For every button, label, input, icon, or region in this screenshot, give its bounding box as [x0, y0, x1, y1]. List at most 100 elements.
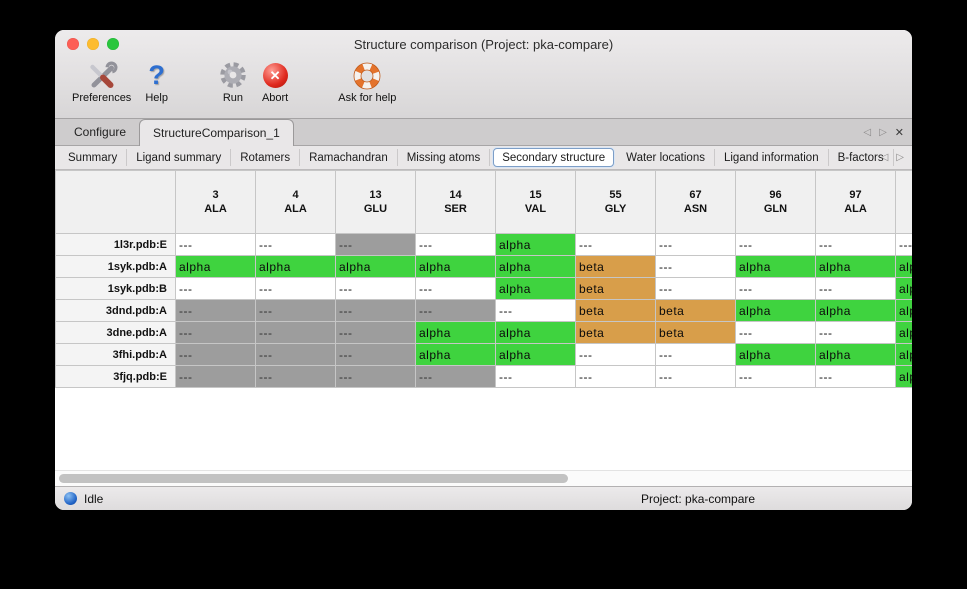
subtab-ligand-information[interactable]: Ligand information — [715, 149, 829, 166]
secondary-structure-cell[interactable]: --- — [655, 255, 736, 278]
secondary-structure-cell[interactable]: --- — [415, 277, 496, 300]
secondary-structure-cell[interactable]: --- — [575, 365, 656, 388]
secondary-structure-cell[interactable]: --- — [175, 321, 256, 344]
secondary-structure-cell[interactable]: alpha — [895, 343, 912, 366]
secondary-structure-cell[interactable]: alpha — [495, 321, 576, 344]
secondary-structure-cell[interactable]: alpha — [495, 343, 576, 366]
toolbar-button-label: Abort — [261, 92, 289, 104]
secondary-structure-cell[interactable]: alpha — [735, 299, 816, 322]
secondary-structure-cell[interactable]: alpha — [895, 299, 912, 322]
secondary-structure-cell[interactable]: beta — [655, 299, 736, 322]
secondary-structure-cell[interactable]: --- — [255, 343, 336, 366]
secondary-structure-cell[interactable]: --- — [335, 299, 416, 322]
toolbar-button-abort[interactable]: ✕ Abort — [255, 59, 295, 104]
secondary-structure-cell[interactable]: alpha — [815, 299, 896, 322]
secondary-structure-cell[interactable]: --- — [735, 233, 816, 256]
tab-scroll-right-icon[interactable]: ▷ — [879, 126, 887, 138]
secondary-structure-cell[interactable]: --- — [335, 277, 416, 300]
subtab-scroll-right-icon[interactable]: ▷ — [896, 152, 904, 163]
secondary-structure-cell[interactable]: beta — [575, 277, 656, 300]
secondary-structure-cell[interactable]: --- — [655, 343, 736, 366]
secondary-structure-cell[interactable]: --- — [175, 365, 256, 388]
secondary-structure-cell[interactable]: beta — [575, 299, 656, 322]
secondary-structure-cell[interactable]: --- — [815, 277, 896, 300]
secondary-structure-cell[interactable]: beta — [575, 321, 656, 344]
secondary-structure-cell[interactable]: --- — [255, 299, 336, 322]
secondary-structure-cell[interactable]: --- — [815, 233, 896, 256]
table-row: 3dnd.pdb:A --- --- --- --- --- beta beta alpha al… — [55, 299, 912, 322]
secondary-structure-cell[interactable]: --- — [175, 343, 256, 366]
secondary-structure-cell[interactable]: --- — [415, 365, 496, 388]
toolbar-button-ask-for-help[interactable]: Ask for help — [331, 59, 403, 104]
subtab-b-factors[interactable]: B-factors — [829, 149, 894, 166]
secondary-structure-cell[interactable]: --- — [735, 277, 816, 300]
secondary-structure-cell[interactable]: beta — [575, 255, 656, 278]
secondary-structure-cell[interactable]: --- — [895, 233, 912, 256]
secondary-structure-cell[interactable]: alpha — [255, 255, 336, 278]
secondary-structure-cell[interactable]: --- — [255, 365, 336, 388]
secondary-structure-cell[interactable]: alpha — [495, 233, 576, 256]
tab-close-icon[interactable]: ✕ — [894, 126, 904, 139]
secondary-structure-cell[interactable]: alpha — [895, 277, 912, 300]
secondary-structure-cell[interactable]: --- — [735, 321, 816, 344]
secondary-structure-cell[interactable]: --- — [655, 233, 736, 256]
subtab-scroll-left-icon[interactable]: ◁ — [880, 152, 889, 163]
subtab-ligand-summary[interactable]: Ligand summary — [127, 149, 232, 166]
secondary-structure-cell[interactable]: --- — [655, 277, 736, 300]
toolbar-button-preferences[interactable]: Preferences — [65, 59, 138, 104]
secondary-structure-cell[interactable]: --- — [335, 233, 416, 256]
secondary-structure-cell[interactable]: --- — [175, 299, 256, 322]
secondary-structure-cell[interactable]: alpha — [335, 255, 416, 278]
minimize-window-button[interactable] — [87, 38, 99, 50]
secondary-structure-cell[interactable]: --- — [255, 321, 336, 344]
subtab-summary[interactable]: Summary — [59, 149, 128, 166]
subtab-rotamers[interactable]: Rotamers — [231, 149, 301, 166]
secondary-structure-cell[interactable]: alpha — [735, 255, 816, 278]
secondary-structure-cell[interactable]: alpha — [415, 255, 496, 278]
secondary-structure-cell[interactable]: alpha — [815, 255, 896, 278]
secondary-structure-cell[interactable]: alpha — [895, 321, 912, 344]
secondary-structure-cell[interactable]: alpha — [175, 255, 256, 278]
secondary-structure-cell[interactable]: --- — [575, 233, 656, 256]
secondary-structure-cell[interactable]: alpha — [495, 277, 576, 300]
secondary-structure-cell[interactable]: alpha — [735, 343, 816, 366]
horizontal-scrollbar[interactable] — [55, 470, 912, 486]
subtab-missing-atoms[interactable]: Missing atoms — [398, 149, 491, 166]
secondary-structure-cell[interactable]: alpha — [895, 255, 912, 278]
secondary-structure-cell[interactable]: --- — [815, 321, 896, 344]
residue-name: GLU — [363, 203, 388, 215]
secondary-structure-cell[interactable]: --- — [335, 343, 416, 366]
close-window-button[interactable] — [67, 38, 79, 50]
secondary-structure-cell[interactable]: --- — [575, 343, 656, 366]
subtab-secondary-structure[interactable]: Secondary structure — [493, 148, 615, 167]
subtab-ramachandran[interactable]: Ramachandran — [300, 149, 398, 166]
toolbar-button-help[interactable]: ? Help — [138, 59, 175, 105]
secondary-structure-cell[interactable]: alpha — [895, 365, 912, 388]
secondary-structure-cell[interactable]: alpha — [495, 255, 576, 278]
secondary-structure-cell[interactable]: --- — [415, 233, 496, 256]
toolbar-button-label: Run — [222, 92, 244, 104]
secondary-structure-cell[interactable]: --- — [175, 277, 256, 300]
secondary-structure-cell[interactable]: --- — [735, 365, 816, 388]
toolbar-button-run[interactable]: Run — [211, 59, 255, 104]
secondary-structure-cell[interactable]: --- — [175, 233, 256, 256]
secondary-structure-cell[interactable]: --- — [255, 233, 336, 256]
secondary-structure-cell[interactable]: alpha — [815, 343, 896, 366]
secondary-structure-cell[interactable]: --- — [335, 365, 416, 388]
secondary-structure-cell[interactable]: --- — [495, 365, 576, 388]
scrollbar-thumb[interactable] — [59, 474, 568, 483]
secondary-structure-cell[interactable]: --- — [255, 277, 336, 300]
tab-configure[interactable]: Configure — [74, 125, 127, 139]
tab-structurecomparison-1[interactable]: StructureComparison_1 — [139, 119, 294, 146]
secondary-structure-cell[interactable]: --- — [815, 365, 896, 388]
secondary-structure-cell[interactable]: --- — [655, 365, 736, 388]
secondary-structure-cell[interactable]: beta — [655, 321, 736, 344]
subtab-water-locations[interactable]: Water locations — [617, 149, 715, 166]
secondary-structure-cell[interactable]: --- — [415, 299, 496, 322]
secondary-structure-cell[interactable]: --- — [495, 299, 576, 322]
tab-scroll-left-icon[interactable]: ◁ — [863, 126, 872, 138]
secondary-structure-cell[interactable]: alpha — [415, 321, 496, 344]
zoom-window-button[interactable] — [107, 38, 119, 50]
secondary-structure-cell[interactable]: --- — [335, 321, 416, 344]
secondary-structure-cell[interactable]: alpha — [415, 343, 496, 366]
